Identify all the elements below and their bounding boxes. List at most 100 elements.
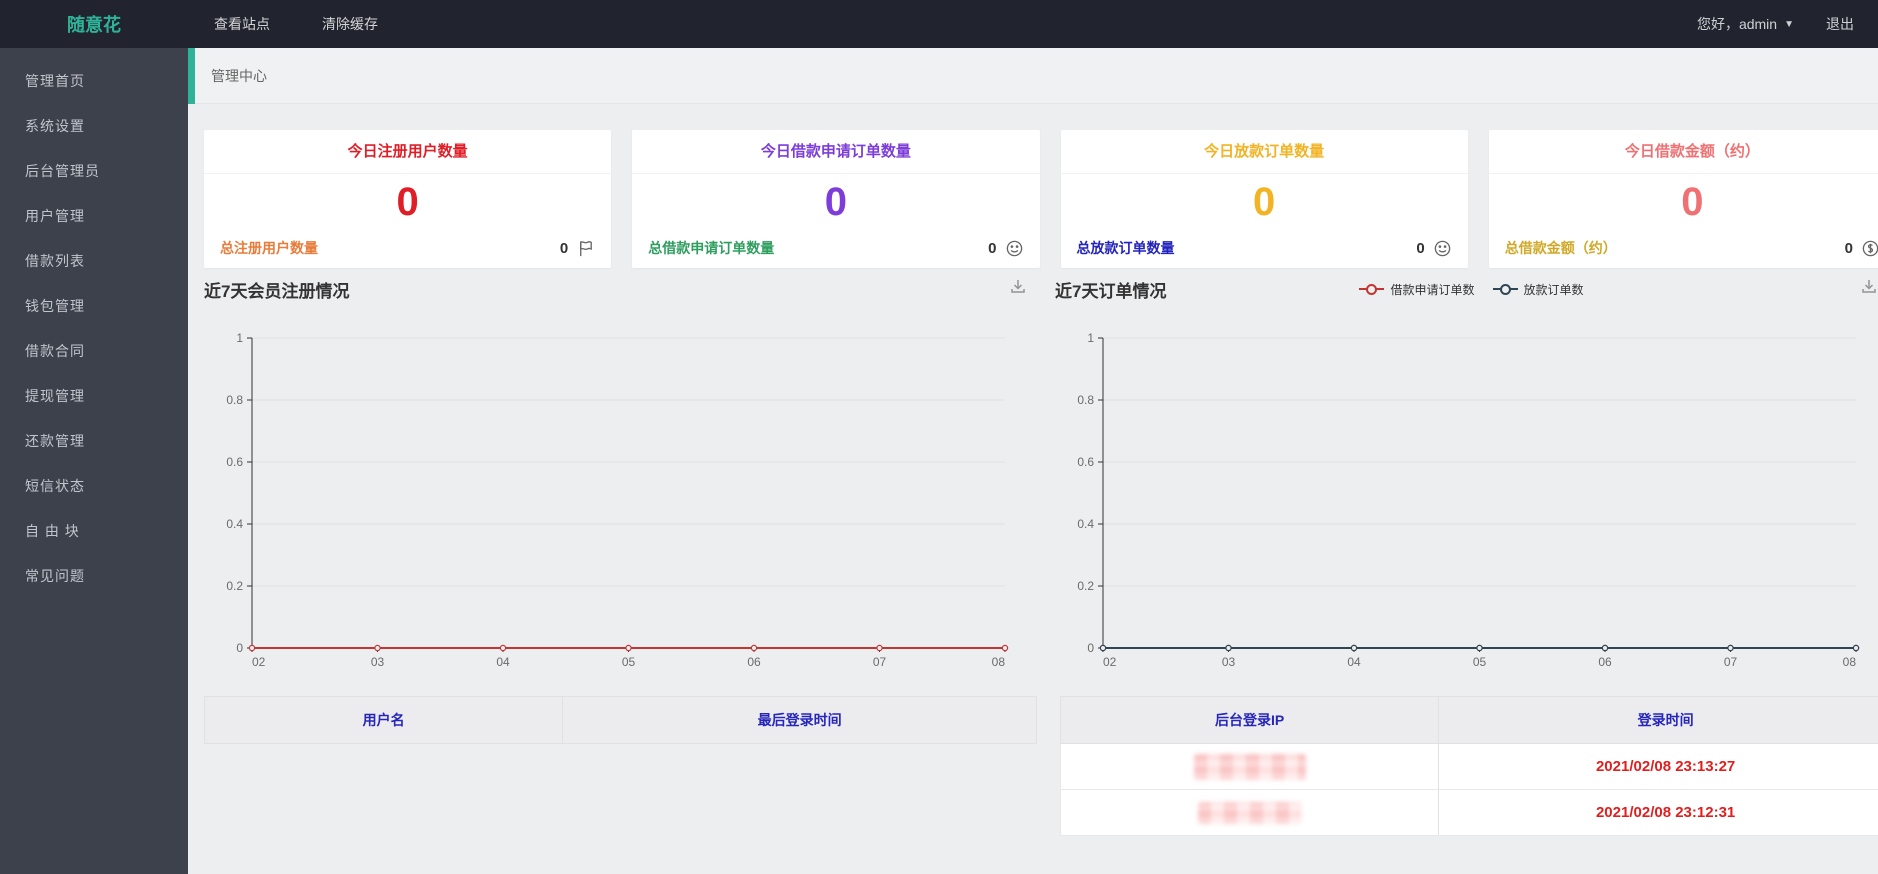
stat-card-value: 0 <box>824 180 847 224</box>
chart-legend: 借款申请订单数 放款订单数 <box>1055 272 1878 306</box>
logout-button[interactable]: 退出 <box>1826 16 1854 32</box>
svg-text:0.8: 0.8 <box>1077 393 1094 407</box>
topbar-right: 您好，admin ▼ 退出 <box>1683 14 1878 34</box>
save-as-image-icon[interactable] <box>1860 278 1878 296</box>
login-time-cell: 2021/02/08 23:12:31 <box>1438 790 1878 835</box>
stat-card-footer: 总放款订单数量 0 <box>1061 238 1468 268</box>
charts-row: 近7天会员注册情况 0 0.2 0.4 0.6 0.8 1 02 03 04 05 06 07 08 近… <box>204 272 1878 688</box>
table-row: 2021/02/08 23:12:31 <box>1060 790 1878 836</box>
redacted-ip-block <box>1193 753 1306 780</box>
chart-member-registrations: 近7天会员注册情况 0 0.2 0.4 0.6 0.8 1 02 03 04 05 06 07 08 <box>204 272 1037 688</box>
main-content: 今日注册用户数量 0 总注册用户数量 0 今日借款申请订单数量 0 总借款申请 <box>188 104 1878 874</box>
stat-footer-label: 总借款金额（约） <box>1504 240 1617 256</box>
sidebar-item-5[interactable]: 钱包管理 <box>25 298 85 314</box>
active-tab-accent <box>188 47 195 104</box>
stat-card-value: 0 <box>1681 180 1704 224</box>
svg-text:08: 08 <box>1843 655 1857 669</box>
svg-text:03: 03 <box>1222 655 1236 669</box>
svg-text:0.8: 0.8 <box>226 393 243 407</box>
dollar-circle-icon <box>1862 240 1878 256</box>
svg-text:0.6: 0.6 <box>226 455 243 469</box>
stat-footer-value: 0 <box>1844 239 1853 257</box>
svg-text:02: 02 <box>252 655 266 669</box>
svg-text:07: 07 <box>873 655 887 669</box>
smiley-icon <box>1434 240 1451 256</box>
sidebar-item-1[interactable]: 系统设置 <box>25 118 85 134</box>
svg-text:0.4: 0.4 <box>226 517 243 531</box>
stats-row: 今日注册用户数量 0 总注册用户数量 0 今日借款申请订单数量 0 总借款申请 <box>204 130 1878 268</box>
line-chart[interactable]: 0 0.2 0.4 0.6 0.8 1 02 03 04 05 06 07 08 <box>1055 306 1878 688</box>
svg-text:08: 08 <box>992 655 1006 669</box>
legend-label: 借款申请订单数 <box>1390 282 1475 297</box>
nav-view-site[interactable]: 查看站点 <box>214 16 270 32</box>
smiley-icon <box>1006 240 1022 256</box>
sidebar-item-10[interactable]: 自 由 块 <box>25 523 80 539</box>
svg-text:05: 05 <box>622 655 636 669</box>
stat-footer-value: 0 <box>559 239 569 257</box>
stat-card-title: 今日借款金额（约） <box>1488 130 1878 174</box>
table-row: 2021/02/08 23:13:27 <box>1060 744 1878 790</box>
chart-orders: 近7天订单情况 借款申请订单数 放款订单数 0 0.2 0.4 0.6 0.8 1 02 03 0… <box>1055 272 1878 688</box>
line-chart[interactable]: 0 0.2 0.4 0.6 0.8 1 02 03 04 05 06 07 08 <box>204 306 1037 688</box>
sidebar-item-0[interactable]: 管理首页 <box>25 73 85 89</box>
stat-footer-label: 总借款申请订单数量 <box>648 240 775 256</box>
legend-line-marker-icon <box>1492 283 1518 295</box>
stat-card-footer: 总注册用户数量 0 <box>204 238 611 268</box>
svg-text:04: 04 <box>496 655 510 669</box>
login-ip-cell <box>1061 744 1438 789</box>
svg-text:0.2: 0.2 <box>1077 579 1094 593</box>
greeting-text: 您好，admin <box>1696 16 1778 32</box>
svg-text:04: 04 <box>1347 655 1361 669</box>
stat-card-footer: 总借款申请订单数量 0 <box>632 238 1039 268</box>
svg-text:1: 1 <box>1087 331 1094 345</box>
app-logo[interactable]: 随意花 <box>67 15 121 35</box>
tables-row: 用户名 最后登录时间 后台登录IP 登录时间 2021/02/08 23:13:… <box>204 696 1878 836</box>
caret-down-icon: ▼ <box>1784 18 1794 30</box>
sidebar-item-11[interactable]: 常见问题 <box>25 568 85 584</box>
stat-footer-label: 总放款订单数量 <box>1076 240 1175 256</box>
stat-card-disbursed-orders: 今日放款订单数量 0 总放款订单数量 0 <box>1060 130 1468 268</box>
column-header-username[interactable]: 用户名 <box>362 712 405 728</box>
sidebar-item-9[interactable]: 短信状态 <box>25 478 85 494</box>
table-header-row: 后台登录IP 登录时间 <box>1060 696 1878 744</box>
sidebar-item-2[interactable]: 后台管理员 <box>25 163 100 179</box>
users-table: 用户名 最后登录时间 <box>204 696 1037 836</box>
sidebar-item-8[interactable]: 还款管理 <box>25 433 85 449</box>
nav-clear-cache[interactable]: 清除缓存 <box>322 16 378 32</box>
svg-text:0.2: 0.2 <box>226 579 243 593</box>
sidebar-item-6[interactable]: 借款合同 <box>25 343 85 359</box>
stat-card-value: 0 <box>1253 180 1276 224</box>
svg-text:0.4: 0.4 <box>1077 517 1094 531</box>
topbar: 随意花 查看站点 清除缓存 您好，admin ▼ 退出 <box>0 0 1878 48</box>
svg-text:07: 07 <box>1724 655 1738 669</box>
sidebar-item-7[interactable]: 提现管理 <box>25 388 85 404</box>
stat-footer-label: 总注册用户数量 <box>220 240 318 256</box>
sidebar: 管理首页系统设置后台管理员用户管理借款列表钱包管理借款合同提现管理还款管理短信状… <box>0 48 188 874</box>
stat-card-value: 0 <box>396 180 419 224</box>
user-dropdown[interactable]: 您好，admin ▼ <box>1683 14 1808 34</box>
stat-card-loan-amount: 今日借款金额（约） 0 总借款金额（约） 0 <box>1488 130 1878 268</box>
redacted-ip-block <box>1197 801 1302 824</box>
column-header-login-time[interactable]: 登录时间 <box>1438 697 1878 743</box>
svg-text:05: 05 <box>1473 655 1487 669</box>
save-as-image-icon[interactable] <box>1009 278 1027 296</box>
sidebar-item-3[interactable]: 用户管理 <box>25 208 85 224</box>
svg-text:0: 0 <box>1087 641 1094 655</box>
chart-title: 近7天订单情况 <box>1055 281 1167 301</box>
tab-admin-center[interactable]: 管理中心 <box>211 67 267 84</box>
stat-card-title: 今日借款申请订单数量 <box>632 130 1040 174</box>
login-ip-cell <box>1061 790 1438 835</box>
tabbar: 管理中心 <box>188 47 1878 104</box>
legend-item[interactable]: 借款申请订单数 <box>1359 281 1475 298</box>
login-log-table: 后台登录IP 登录时间 2021/02/08 23:13:27 2021/02/0… <box>1060 696 1878 836</box>
legend-label: 放款订单数 <box>1523 282 1584 297</box>
column-header-login-ip[interactable]: 后台登录IP <box>1215 712 1285 728</box>
sidebar-item-4[interactable]: 借款列表 <box>25 253 85 269</box>
legend-item[interactable]: 放款订单数 <box>1492 281 1584 298</box>
column-header-last-login[interactable]: 最后登录时间 <box>562 697 1036 743</box>
flag-icon <box>580 240 593 256</box>
svg-text:0.6: 0.6 <box>1077 455 1094 469</box>
svg-text:06: 06 <box>1598 655 1612 669</box>
stat-footer-value: 0 <box>988 239 997 257</box>
stat-footer-value: 0 <box>1416 239 1425 257</box>
